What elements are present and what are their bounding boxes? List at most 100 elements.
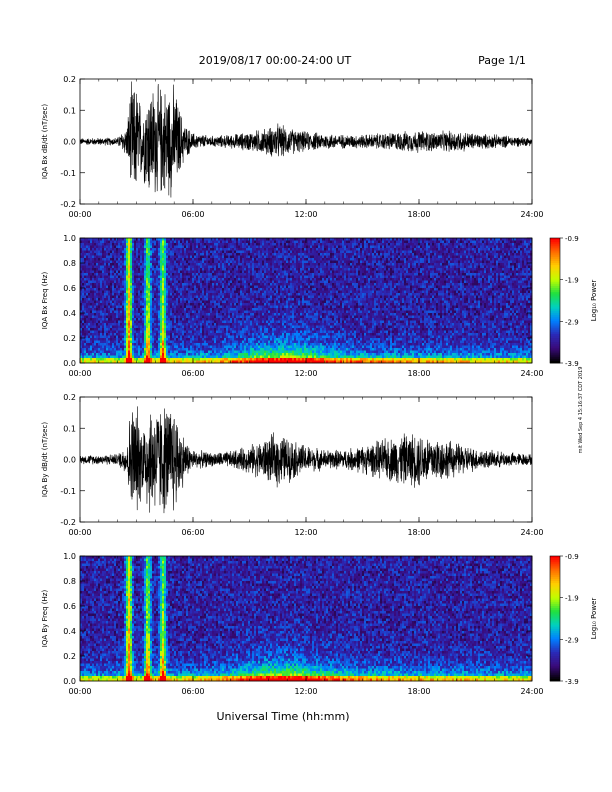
spectrogram-cell [204,253,207,256]
spectrogram-cell [214,253,217,256]
spectrogram-cell [104,280,107,284]
spectrogram-cell [88,265,91,269]
spectrogram-cell [114,325,117,329]
spectrogram-cell [260,313,263,316]
spectrogram-cell [130,268,133,271]
spectrogram-cell [88,240,91,244]
spectrogram-cell [80,320,83,324]
spectrogram-cell [272,293,275,296]
spectrogram-cell [84,338,87,341]
spectrogram-cell [268,255,271,259]
spectrogram-cell [120,248,123,251]
spectrogram-cell [204,308,207,311]
spectrogram-cell [110,280,113,284]
spectrogram-cell [250,298,253,301]
spectrogram-cell [130,293,133,296]
spectrogram-cell [272,288,275,291]
spectrogram-cell [138,300,141,304]
spectrogram-cell [180,308,183,311]
spectrogram-cell [166,343,169,346]
spectrogram-cell [258,270,261,274]
spectrogram-cell [238,313,241,316]
spectrogram-cell [84,340,87,344]
spectrogram-cell [216,308,219,311]
spectrogram-cell [248,255,251,259]
spectrogram-cell [262,348,265,351]
spectrogram-cell [96,355,99,359]
spectrogram-cell [204,345,207,349]
spectrogram-cell [126,298,129,301]
spectrogram-cell [220,303,223,306]
spectrogram-cell [102,310,105,314]
spectrogram-cell [198,260,201,264]
spectrogram-cell [152,330,155,334]
spectrogram-cell [162,313,165,316]
spectrogram-cell [200,255,203,259]
spectrogram-cell [158,340,161,344]
spectrogram-cell [110,350,113,354]
spectrogram-cell [186,340,189,344]
spectrogram-cell [192,245,195,249]
spectrogram-cell [258,320,261,324]
spectrogram-cell [92,240,95,244]
spectrogram-cell [184,255,187,259]
spectrogram-cell [230,255,233,259]
spectrogram-cell [242,278,245,281]
spectrogram-cell [244,285,247,289]
spectrogram-cell [274,243,277,246]
spectrogram-cell [154,243,157,246]
spectrogram-cell [244,283,247,286]
spectrogram-cell [182,305,185,309]
spectrogram-cell [132,330,135,334]
spectrogram-cell [84,343,87,346]
spectrogram-cell [82,320,85,324]
spectrogram-cell [128,260,131,264]
spectrogram-cell [234,298,237,301]
spectrogram-cell [258,258,261,261]
spectrogram-cell [88,248,91,251]
spectrogram-cell [108,275,111,279]
spectrogram-cell [170,295,173,299]
spectrogram-cell [254,345,257,349]
spectrogram-cell [242,305,245,309]
spectrogram-cell [128,290,131,294]
spectrogram-cell [160,360,163,364]
spectrogram-cell [190,245,193,249]
spectrogram-cell [140,325,143,329]
spectrogram-cell [208,253,211,256]
spectrogram-cell [244,270,247,274]
spectrogram-cell [188,288,191,291]
spectrogram-cell [124,295,127,299]
spectrogram-cell [80,290,83,294]
spectrogram-cell [146,258,149,261]
spectrogram-cell [226,285,229,289]
spectrogram-cell [122,348,125,351]
spectrogram-cell [86,265,89,269]
spectrogram-cell [146,353,149,356]
spectrogram-cell [252,283,255,286]
spectrogram-cell [234,343,237,346]
spectrogram-cell [190,353,193,356]
spectrogram-cell [182,290,185,294]
spectrogram-cell [152,250,155,254]
spectrogram-cell [148,255,151,259]
spectrogram-cell [128,300,131,304]
spectrogram-cell [156,325,159,329]
spectrogram-cell [148,283,151,286]
spectrogram-cell [212,355,215,359]
spectrogram-cell [122,353,125,356]
spectrogram-cell [210,340,213,344]
spectrogram-cell [180,310,183,314]
spectrogram-cell [178,338,181,341]
spectrogram-cell [136,340,139,344]
spectrogram-cell [136,318,139,321]
spectrogram-cell [170,343,173,346]
spectrogram-cell [238,320,241,324]
spectrogram-cell [140,305,143,309]
spectrogram-cell [236,283,239,286]
spectrogram-cell [268,325,271,329]
spectrogram-cell [254,248,257,251]
spectrogram-cell [232,300,235,304]
spectrogram-cell [214,243,217,246]
spectrogram-cell [126,268,129,271]
